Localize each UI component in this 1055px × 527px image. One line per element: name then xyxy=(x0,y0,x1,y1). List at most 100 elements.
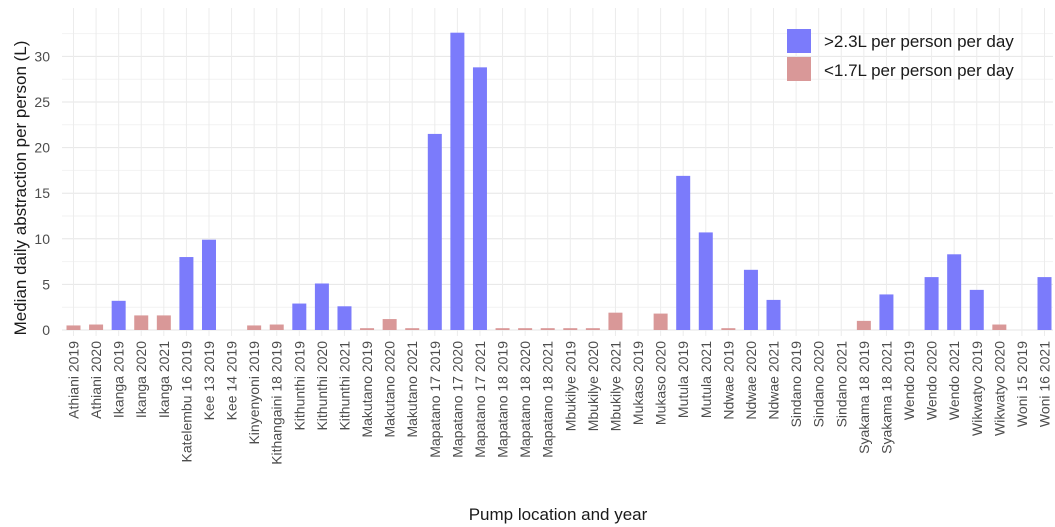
bar xyxy=(1037,277,1052,330)
x-tick-label: Wendo 2019 xyxy=(901,341,917,420)
bars xyxy=(66,32,1052,330)
y-tick-label: 15 xyxy=(34,185,50,201)
bar xyxy=(269,324,284,330)
grid-lines xyxy=(62,8,1053,336)
bar xyxy=(518,328,533,330)
bar xyxy=(450,32,465,330)
x-tick-label: Ikanga 2021 xyxy=(156,341,172,418)
legend-swatch-high xyxy=(787,29,811,53)
x-tick-label: Mbukilye 2021 xyxy=(607,341,623,431)
legend: >2.3L per person per day <1.7L per perso… xyxy=(787,29,1014,81)
x-tick-labels: Athiani 2019 Athiani 2020 Ikanga 2019 Ikang… xyxy=(66,341,1053,465)
bar xyxy=(247,325,262,330)
bar xyxy=(314,283,329,330)
x-axis-title: Pump location and year xyxy=(469,505,648,524)
bar xyxy=(156,315,171,330)
x-tick-label: Wendo 2021 xyxy=(946,341,962,420)
y-tick-labels: 0 5 10 15 20 25 30 xyxy=(34,48,50,338)
x-tick-label: Ndwae 2021 xyxy=(766,341,782,420)
y-tick-label: 20 xyxy=(34,140,50,156)
bar xyxy=(947,254,962,330)
bar xyxy=(676,175,691,330)
x-tick-label: Athiani 2019 xyxy=(66,341,82,419)
bar xyxy=(201,239,216,330)
x-tick-label: Wikwatyo 2020 xyxy=(991,341,1007,436)
x-tick-label: Mapatano 17 2019 xyxy=(427,341,443,458)
x-tick-label: Kithunthi 2020 xyxy=(314,341,330,431)
x-tick-label: Mapatano 17 2021 xyxy=(472,341,488,458)
x-tick-label: Katelembu 16 2019 xyxy=(178,341,194,463)
x-tick-label: Kithangaini 18 2019 xyxy=(269,341,285,465)
bar xyxy=(495,328,510,330)
x-tick-label: Ikanga 2020 xyxy=(133,341,149,418)
bar xyxy=(856,320,871,330)
bar xyxy=(472,67,487,330)
x-tick-label: Ndwae 2020 xyxy=(743,341,759,420)
x-tick-label: Ndwae 2019 xyxy=(720,341,736,420)
bar xyxy=(608,312,623,330)
bar xyxy=(292,303,307,330)
bar xyxy=(653,313,668,330)
y-tick-label: 25 xyxy=(34,94,50,110)
bar xyxy=(382,319,397,330)
x-tick-label: Sindano 2021 xyxy=(833,341,849,428)
x-tick-label: Sindano 2019 xyxy=(788,341,804,428)
bar xyxy=(585,328,600,330)
bar xyxy=(563,328,578,330)
x-tick-label: Kinyenyoni 2019 xyxy=(246,341,262,445)
x-tick-label: Makutano 2021 xyxy=(404,341,420,438)
legend-label-high: >2.3L per person per day xyxy=(824,32,1014,51)
y-tick-label: 30 xyxy=(34,48,50,64)
y-tick-label: 0 xyxy=(42,322,50,338)
x-tick-label: Makutano 2019 xyxy=(359,341,375,438)
bar xyxy=(134,315,149,330)
bar xyxy=(179,257,194,330)
x-tick-label: Mbukilye 2020 xyxy=(585,341,601,431)
bar xyxy=(540,328,555,330)
x-tick-label: Mutula 2019 xyxy=(675,341,691,418)
x-tick-label: Mukaso 2019 xyxy=(630,341,646,425)
legend-label-low: <1.7L per person per day xyxy=(824,61,1014,80)
x-tick-label: Mapatano 18 2021 xyxy=(540,341,556,458)
x-tick-label: Kithunthi 2019 xyxy=(291,341,307,431)
bar xyxy=(89,324,104,330)
bar xyxy=(360,328,375,330)
bar xyxy=(879,294,894,330)
x-tick-label: Mbukilye 2019 xyxy=(562,341,578,431)
bar xyxy=(337,306,352,330)
x-tick-label: Wikwatyo 2019 xyxy=(969,341,985,436)
x-tick-label: Woni 16 2021 xyxy=(1037,341,1053,427)
bar xyxy=(427,133,442,330)
bar xyxy=(405,328,420,330)
y-tick-label: 5 xyxy=(42,276,50,292)
bar xyxy=(721,328,736,330)
x-tick-label: Ikanga 2019 xyxy=(111,341,127,418)
bar xyxy=(111,300,126,330)
x-tick-label: Woni 15 2019 xyxy=(1014,341,1030,427)
legend-swatch-low xyxy=(787,57,811,81)
x-tick-label: Mukaso 2020 xyxy=(653,341,669,425)
x-tick-label: Mapatano 17 2020 xyxy=(449,341,465,458)
x-tick-label: Kee 13 2019 xyxy=(201,341,217,421)
bar xyxy=(992,324,1007,330)
bar xyxy=(743,269,758,330)
y-axis-title: Median daily abstraction per person (L) xyxy=(11,41,30,336)
x-tick-label: Syakama 18 2021 xyxy=(878,341,894,454)
x-tick-label: Syakama 18 2019 xyxy=(856,341,872,454)
x-tick-label: Mutula 2021 xyxy=(698,341,714,418)
bar xyxy=(924,277,939,330)
bar xyxy=(66,325,81,330)
x-tick-label: Sindano 2020 xyxy=(811,341,827,428)
x-tick-label: Kee 14 2019 xyxy=(224,341,240,421)
x-tick-label: Mapatano 18 2019 xyxy=(495,341,511,458)
x-tick-label: Athiani 2020 xyxy=(88,341,104,419)
x-tick-label: Kithunthi 2021 xyxy=(336,341,352,431)
x-tick-label: Wendo 2020 xyxy=(924,341,940,420)
y-tick-label: 10 xyxy=(34,231,50,247)
x-tick-label: Makutano 2020 xyxy=(382,341,398,438)
bar xyxy=(698,232,713,330)
bar xyxy=(969,289,984,330)
bar xyxy=(766,299,781,330)
x-tick-label: Mapatano 18 2020 xyxy=(517,341,533,458)
